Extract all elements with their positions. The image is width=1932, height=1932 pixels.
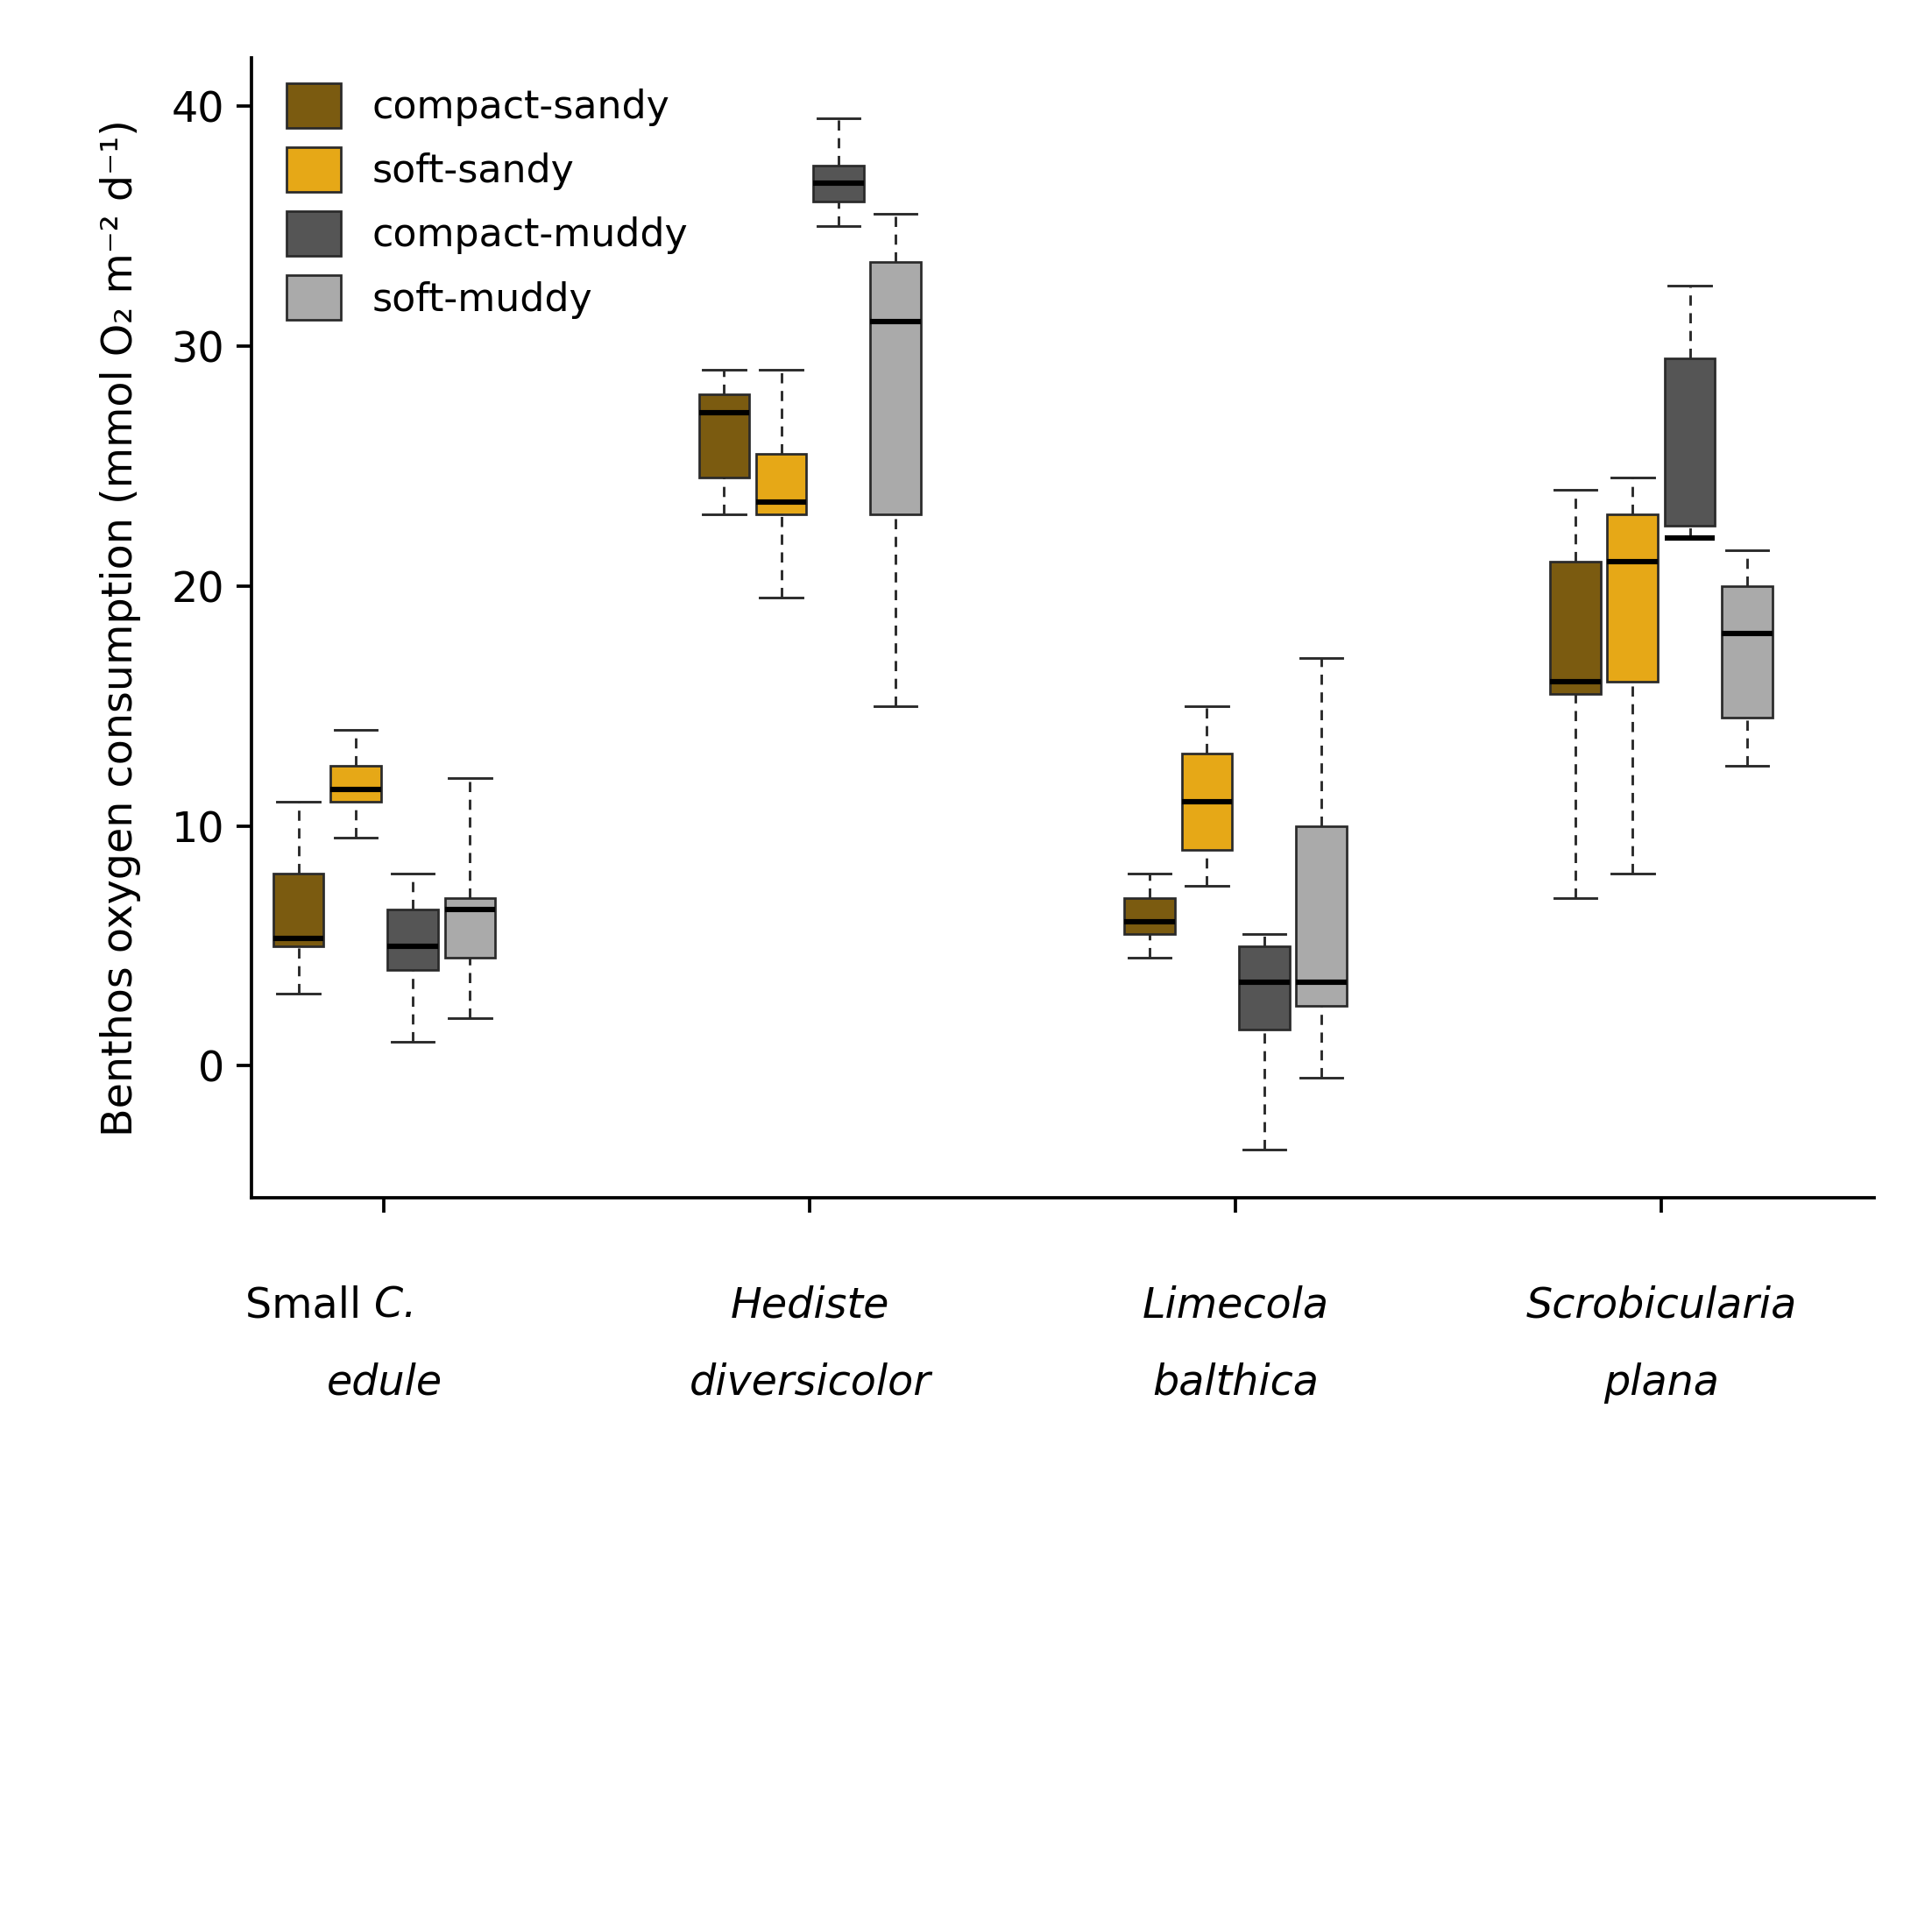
Bar — [1549, 562, 1602, 694]
Bar — [1124, 898, 1175, 933]
Bar — [272, 873, 325, 947]
Text: edule: edule — [327, 1362, 442, 1403]
Bar — [813, 166, 864, 203]
Text: plana: plana — [1604, 1362, 1719, 1403]
Text: Small: Small — [245, 1285, 375, 1325]
Bar — [330, 765, 381, 802]
Text: C.: C. — [375, 1285, 417, 1325]
Y-axis label: Benthos oxygen consumption (mmol O₂ m⁻² d⁻¹): Benthos oxygen consumption (mmol O₂ m⁻² … — [100, 120, 141, 1136]
Text: Limecola: Limecola — [1142, 1285, 1329, 1325]
Bar — [388, 910, 439, 970]
Bar — [1238, 947, 1289, 1030]
Bar — [871, 263, 922, 514]
Bar — [1721, 585, 1772, 719]
Text: Hediste: Hediste — [730, 1285, 889, 1325]
Text: diversicolor: diversicolor — [690, 1362, 931, 1403]
Bar — [699, 394, 750, 477]
Text: balthica: balthica — [1151, 1362, 1320, 1403]
Legend: compact-sandy, soft-sandy, compact-muddy, soft-muddy: compact-sandy, soft-sandy, compact-muddy… — [286, 83, 688, 321]
Bar — [444, 898, 495, 958]
Bar — [1607, 514, 1658, 682]
Bar — [1182, 753, 1233, 850]
Bar — [755, 454, 806, 514]
Bar — [1296, 825, 1347, 1007]
Text: Scrobicularia: Scrobicularia — [1526, 1285, 1797, 1325]
Bar — [1665, 357, 1716, 526]
